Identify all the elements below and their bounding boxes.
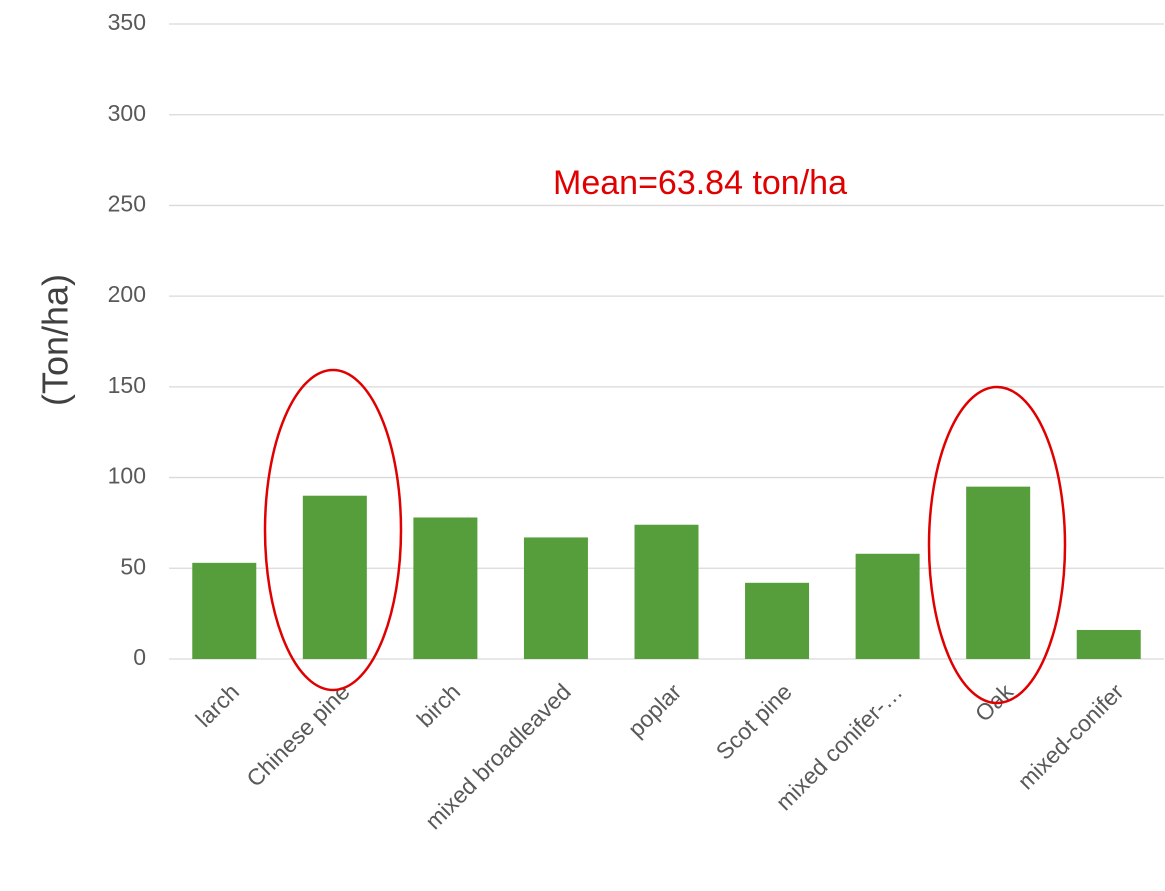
bar xyxy=(745,582,810,659)
bar xyxy=(1076,629,1141,659)
y-tick-label: 0 xyxy=(133,644,146,670)
bar xyxy=(634,524,699,659)
x-tick-label: poplar xyxy=(623,678,687,742)
bar xyxy=(523,537,588,659)
bar xyxy=(302,495,367,659)
y-tick-label: 300 xyxy=(108,100,146,126)
x-tick-label: larch xyxy=(190,678,244,732)
y-axis-label: (Ton/ha) xyxy=(35,274,76,406)
y-tick-label: 50 xyxy=(120,553,146,579)
x-tick-label: mixed-conifer xyxy=(1013,678,1129,794)
y-tick-label: 150 xyxy=(108,372,146,398)
x-tick-label: Scot pine xyxy=(711,678,797,764)
annotation: Mean=63.84 ton/ha xyxy=(553,164,847,202)
highlight-ellipse xyxy=(263,368,403,692)
y-tick-label: 200 xyxy=(108,281,146,307)
y-tick-label: 350 xyxy=(108,9,146,35)
x-tick-label: birch xyxy=(412,678,466,732)
highlight-ellipse xyxy=(927,385,1067,705)
y-tick-label: 250 xyxy=(108,191,146,217)
bar xyxy=(413,517,478,659)
y-tick-label: 100 xyxy=(108,463,146,489)
bar xyxy=(192,562,257,659)
bar xyxy=(966,486,1031,659)
bar xyxy=(855,553,920,659)
x-tick-label: Chinese pine xyxy=(241,678,354,791)
